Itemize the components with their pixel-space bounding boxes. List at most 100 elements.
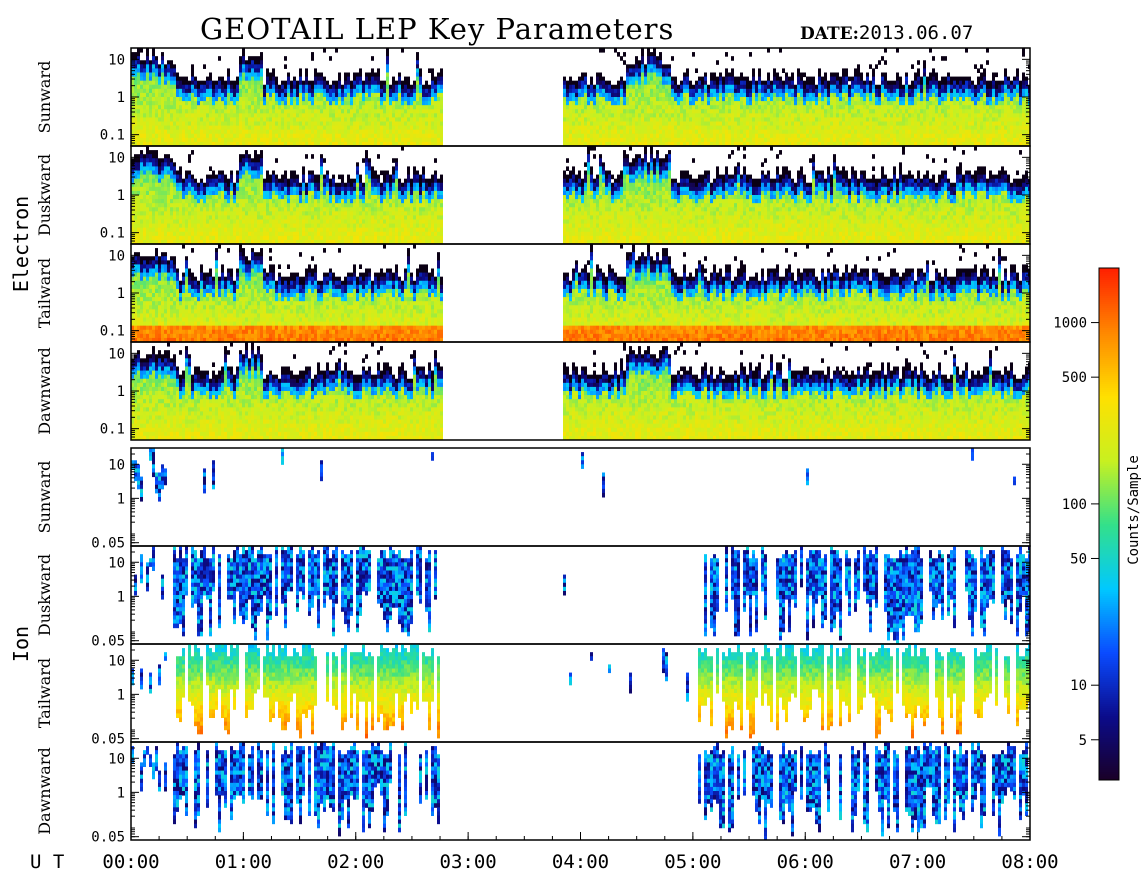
- heatmap-cell: [950, 125, 953, 131]
- heatmap-cell: [821, 125, 824, 131]
- heatmap-cell: [161, 52, 164, 57]
- heatmap-cell: [350, 137, 353, 143]
- heatmap-cell: [1022, 80, 1025, 86]
- heatmap-cell: [371, 133, 374, 139]
- heatmap-cell: [314, 141, 317, 146]
- heatmap-cell: [365, 97, 368, 102]
- heatmap-cell: [209, 80, 212, 86]
- heatmap-cell: [662, 84, 665, 90]
- heatmap-cell: [596, 117, 599, 122]
- heatmap-cell: [830, 141, 833, 146]
- heatmap-cell: [800, 133, 803, 139]
- heatmap-cell: [182, 84, 185, 90]
- heatmap-cell: [902, 129, 905, 135]
- heatmap-cell: [203, 92, 206, 98]
- heatmap-cell: [911, 113, 914, 118]
- heatmap-cell: [821, 129, 824, 135]
- heatmap-cell: [941, 117, 944, 122]
- heatmap-cell: [398, 76, 401, 82]
- heatmap-cell: [437, 133, 440, 139]
- heatmap-cell: [572, 97, 575, 102]
- heatmap-cell: [578, 76, 581, 82]
- heatmap-cell: [719, 133, 722, 139]
- heatmap-cell: [644, 72, 647, 78]
- heatmap-cell: [665, 121, 668, 127]
- heatmap-cell: [797, 84, 800, 90]
- heatmap-cell: [191, 141, 194, 146]
- heatmap-cell: [722, 133, 725, 139]
- heatmap-cell: [830, 72, 833, 78]
- heatmap-cell: [656, 137, 659, 143]
- heatmap-cell: [746, 117, 749, 122]
- heatmap-cell: [998, 137, 1001, 143]
- heatmap-cell: [371, 97, 374, 102]
- heatmap-cell: [179, 141, 182, 146]
- heatmap-cell: [203, 84, 206, 90]
- heatmap-cell: [866, 125, 869, 131]
- heatmap-cell: [887, 109, 890, 114]
- heatmap-cell: [359, 97, 362, 102]
- heatmap-cell: [380, 84, 383, 90]
- heatmap-cell: [311, 97, 314, 102]
- heatmap-cell: [350, 141, 353, 146]
- heatmap-cell: [143, 178, 146, 184]
- heatmap-cell: [158, 141, 161, 146]
- heatmap-cell: [857, 84, 860, 90]
- heatmap-cell: [299, 125, 302, 131]
- heatmap-cell: [647, 129, 650, 135]
- heatmap-cell: [167, 109, 170, 114]
- heatmap-cell: [671, 105, 674, 110]
- heatmap-cell: [248, 80, 251, 86]
- heatmap-cell: [584, 109, 587, 114]
- heatmap-cell: [755, 101, 758, 106]
- heatmap-cell: [773, 129, 776, 135]
- heatmap-cell: [917, 84, 920, 90]
- heatmap-cell: [182, 125, 185, 131]
- heatmap-cell: [908, 117, 911, 122]
- heatmap-cell: [218, 80, 221, 86]
- heatmap-cell: [1010, 92, 1013, 98]
- heatmap-cell: [398, 117, 401, 122]
- heatmap-cell: [953, 105, 956, 110]
- heatmap-cell: [320, 141, 323, 146]
- heatmap-cell: [809, 92, 812, 98]
- heatmap-cell: [137, 195, 140, 200]
- heatmap-cell: [845, 97, 848, 102]
- heatmap-cell: [146, 125, 149, 131]
- heatmap-cell: [857, 105, 860, 110]
- heatmap-cell: [167, 76, 170, 82]
- heatmap-cell: [359, 80, 362, 86]
- heatmap-cell: [905, 141, 908, 146]
- heatmap-cell: [758, 141, 761, 146]
- heatmap-cell: [155, 137, 158, 143]
- heatmap-cell: [845, 125, 848, 131]
- heatmap-cell: [134, 174, 137, 180]
- heatmap-cell: [248, 125, 251, 131]
- heatmap-cell: [347, 76, 350, 82]
- heatmap-cell: [164, 182, 167, 188]
- heatmap-cell: [797, 109, 800, 114]
- heatmap-cell: [260, 76, 263, 82]
- heatmap-cell: [299, 88, 302, 94]
- heatmap-cell: [674, 92, 677, 98]
- heatmap-cell: [968, 137, 971, 143]
- heatmap-cell: [398, 133, 401, 139]
- heatmap-cell: [386, 97, 389, 102]
- heatmap-cell: [341, 105, 344, 110]
- heatmap-cell: [1028, 117, 1030, 122]
- heatmap-cell: [818, 113, 821, 118]
- heatmap-cell: [833, 109, 836, 114]
- heatmap-cell: [614, 141, 617, 146]
- heatmap-cell: [902, 105, 905, 110]
- heatmap-cell: [359, 113, 362, 118]
- heatmap-cell: [338, 113, 341, 118]
- heatmap-cell: [689, 92, 692, 98]
- heatmap-cell: [368, 121, 371, 127]
- heatmap-cell: [371, 68, 374, 73]
- heatmap-cell: [677, 92, 680, 98]
- heatmap-cell: [140, 92, 143, 98]
- heatmap-cell: [248, 84, 251, 90]
- heatmap-cell: [644, 80, 647, 86]
- heatmap-cell: [1016, 92, 1019, 98]
- heatmap-cell: [143, 239, 146, 244]
